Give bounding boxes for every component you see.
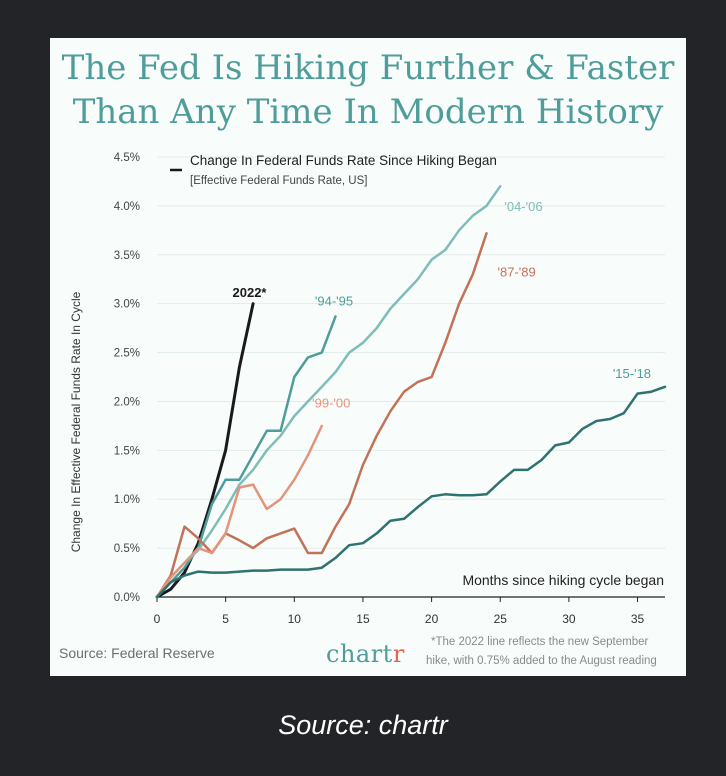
- series-label-87-89: '87-'89: [497, 264, 535, 279]
- series-lines: [155, 185, 667, 599]
- y-axis-label: Change In Effective Federal Funds Rate I…: [69, 291, 83, 552]
- series-label-04-06: '04-'06: [504, 199, 542, 214]
- series-line-94-95: [155, 315, 337, 599]
- legend: Change In Federal Funds Rate Since Hikin…: [170, 153, 497, 187]
- x-tick-label: 25: [494, 612, 508, 626]
- series-labels: 2022* '94-'95 '04-'06 '87-'89 '99-'00 '15-'18: [233, 199, 652, 411]
- y-tick-label: 0.0%: [114, 592, 140, 604]
- series-line-99-00: [155, 424, 324, 599]
- x-tick-label: 5: [222, 612, 229, 626]
- line-chart: 0.0% 0.5% 1.0% 1.5% 2.0% 2.5% 3.0% 3.5% 4.0% 4.5%…: [69, 152, 667, 626]
- footnote-line-1: *The 2022 line reflects the new Septembe…: [431, 636, 649, 648]
- source-note: Source: Federal Reserve: [59, 645, 215, 661]
- y-tick-label: 4.0%: [114, 201, 140, 213]
- series-line-87-89: [155, 232, 488, 599]
- y-tick-label: 1.5%: [114, 445, 140, 457]
- y-tick-label: 2.5%: [114, 348, 140, 360]
- y-tick-label: 3.5%: [114, 250, 140, 262]
- y-tick-label: 1.0%: [114, 494, 140, 506]
- footnote: *The 2022 line reflects the new Septembe…: [426, 633, 686, 671]
- series-line-15-18: [155, 385, 667, 599]
- x-tick-label: 15: [356, 612, 370, 626]
- x-tick-label: 10: [288, 612, 302, 626]
- x-tick-label: 20: [425, 612, 439, 626]
- y-gridlines: [157, 156, 665, 549]
- legend-subtitle: [Effective Federal Funds Rate, US]: [190, 175, 367, 187]
- y-tick-label: 2.0%: [114, 396, 140, 408]
- axes: 0.0% 0.5% 1.0% 1.5% 2.0% 2.5% 3.0% 3.5% 4.0% 4.5%…: [114, 152, 665, 626]
- series-line-2022: [155, 302, 255, 599]
- series-line-04-06: [155, 185, 502, 599]
- chartr-logo: chartr: [326, 640, 405, 668]
- y-tick-label: 0.5%: [114, 543, 140, 555]
- y-tick-label: 4.5%: [114, 152, 140, 164]
- series-label-2022: 2022*: [233, 285, 268, 300]
- title-line-1: The Fed Is Hiking Further & Faster: [61, 48, 675, 88]
- x-tick-label: 35: [631, 612, 645, 626]
- y-tick-label: 3.0%: [114, 299, 140, 311]
- x-axis-label: Months since hiking cycle began: [462, 572, 664, 588]
- x-tick-label: 30: [562, 612, 576, 626]
- logo-accent: r: [392, 640, 405, 668]
- series-label-94-95: '94-'95: [315, 294, 353, 309]
- series-label-15-18: '15-'18: [613, 366, 651, 381]
- title-line-2: Than Any Time In Modern History: [72, 92, 664, 132]
- logo-main: chart: [326, 640, 393, 668]
- footnote-line-2: hike, with 0.75% added to the August rea…: [426, 655, 657, 667]
- x-tick-label: 0: [154, 612, 161, 626]
- legend-title: Change In Federal Funds Rate Since Hikin…: [190, 153, 497, 168]
- image-caption: Source: chartr: [278, 710, 448, 740]
- series-label-99-00: '99-'00: [312, 395, 350, 410]
- chart-card: The Fed Is Hiking Further & Faster Than …: [50, 38, 686, 676]
- chart-title: The Fed Is Hiking Further & Faster Than …: [50, 46, 686, 134]
